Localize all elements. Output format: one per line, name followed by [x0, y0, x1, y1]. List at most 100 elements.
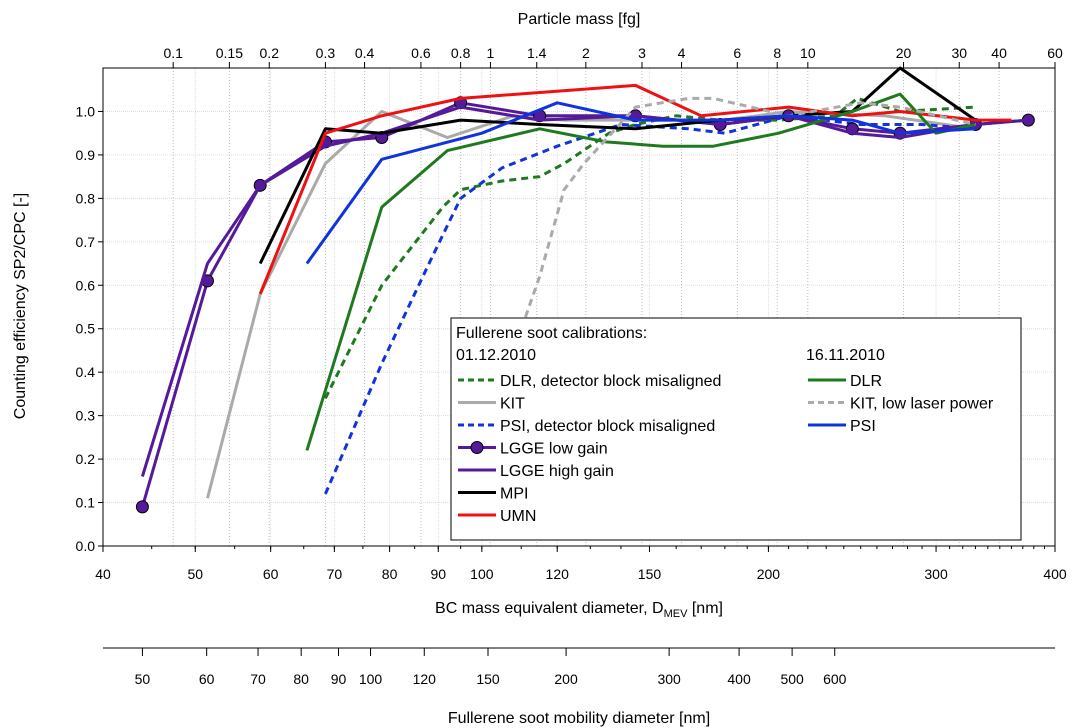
mobility-tick-label: 70: [250, 671, 266, 687]
y-tick-label: 0.0: [76, 538, 96, 554]
y-tick-label: 0.7: [76, 234, 96, 250]
x-axis-title: BC mass equivalent diameter, DMEV [nm]: [435, 600, 723, 620]
top-tick-label: 8: [773, 45, 781, 61]
top-tick-label: 0.15: [216, 45, 243, 61]
legend-item: KIT, low laser power: [808, 396, 994, 413]
mobility-tick-label: 300: [657, 671, 681, 687]
legend-item: LGGE high gain: [458, 463, 614, 480]
top-tick-label: 3: [638, 45, 646, 61]
x-axis-title-main: BC mass equivalent diameter, D: [435, 600, 664, 617]
x-tick-label: 50: [187, 566, 203, 582]
legend-marker: [470, 441, 484, 454]
top-tick-label: 6: [733, 45, 741, 61]
mobility-tick-label: 150: [476, 671, 500, 687]
top-tick-label: 1.4: [527, 45, 547, 61]
legend-item: DLR: [808, 373, 882, 390]
mobility-tick-label: 50: [135, 671, 151, 687]
x-tick-label: 100: [470, 566, 494, 582]
top-tick-label: 0.3: [316, 45, 336, 61]
legend-item: UMN: [458, 508, 536, 525]
mobility-tick-label: 200: [554, 671, 578, 687]
series-line: [324, 114, 976, 495]
x-axis-title-unit: [nm]: [687, 600, 723, 617]
series-line: [480, 96, 976, 443]
legend: Fullerene soot calibrations: 01.12.2010 …: [450, 317, 1022, 541]
top-tick-label: 0.1: [163, 45, 183, 61]
x-tick-label: 150: [638, 566, 662, 582]
y-tick-label: 1.0: [76, 103, 96, 119]
legend-label: UMN: [500, 508, 536, 525]
top-tick-label: 4: [678, 45, 686, 61]
x-tick-label: 70: [327, 566, 343, 582]
legend-label: PSI: [850, 418, 876, 435]
legend-label: LGGE high gain: [500, 463, 614, 480]
plot-frame: [102, 67, 1056, 547]
y-axis-title: Counting efficiency SP2/CPC [-]: [12, 193, 29, 419]
top-tick-label: 40: [991, 45, 1007, 61]
legend-title: Fullerene soot calibrations:: [456, 325, 647, 342]
x-tick-label: 400: [1043, 566, 1067, 582]
top-tick-label: 60: [1047, 45, 1063, 61]
legend-item: PSI: [808, 418, 876, 435]
y-tick-label: 0.1: [76, 495, 96, 511]
legend-box: [450, 317, 1022, 541]
top-tick-label: 0.8: [451, 45, 471, 61]
series-line: [140, 105, 1029, 477]
top-axis-title: Particle mass [fg]: [518, 11, 641, 28]
series: [135, 66, 1035, 514]
mobility-tick-label: 80: [293, 671, 309, 687]
mobility-tick-label: 120: [413, 671, 437, 687]
legend-label: MPI: [500, 486, 528, 503]
y-axis: 0.0 0.1 0.2 0.3 0.4 0.5 0.6 0.7 0.8 0.9 1.0: [76, 103, 103, 554]
x-tick-label: 60: [263, 566, 279, 582]
series-line: [305, 101, 976, 265]
y-tick-label: 0.9: [76, 147, 96, 163]
mobility-tick-label: 100: [359, 671, 383, 687]
y-tick-label: 0.5: [76, 321, 96, 337]
legend-item: MPI: [458, 486, 528, 503]
top-tick-label: 0.6: [411, 45, 431, 61]
y-tick-label: 0.3: [76, 408, 96, 424]
mobility-axis: Fullerene soot mobility diameter [nm] 50…: [103, 647, 1055, 727]
legend-item: PSI, detector block misaligned: [458, 418, 715, 435]
legend-col1-header: 01.12.2010: [456, 347, 536, 364]
top-axis: Particle mass [fg] 0.1 0.15 0.2 0.3 0.4 0.6 0.…: [163, 11, 1063, 68]
mobility-tick-label: 60: [199, 671, 215, 687]
y-tick-label: 0.2: [76, 451, 96, 467]
legend-col2-header: 16.11.2010: [806, 347, 885, 364]
series-point: [135, 500, 149, 514]
legend-label: DLR: [850, 373, 882, 390]
x-axis: 40 50 60 70 80 90 100 120 150 200 300 400: [95, 546, 1067, 582]
legend-label: KIT: [500, 396, 525, 413]
top-tick-label: 20: [896, 45, 912, 61]
top-tick-label: 2: [582, 45, 590, 61]
legend-label: KIT, low laser power: [850, 396, 994, 413]
legend-label: LGGE low gain: [500, 441, 608, 458]
series-line: [258, 83, 1012, 295]
mobility-tick-label: 400: [727, 671, 751, 687]
y-tick-label: 0.4: [76, 364, 96, 380]
top-tick-label: 30: [951, 45, 967, 61]
top-tick-label: 0.2: [260, 45, 280, 61]
mobility-tick-label: 500: [780, 671, 804, 687]
series-line: [258, 66, 977, 265]
y-tick-label: 0.6: [76, 277, 96, 293]
legend-item: DLR, detector block misaligned: [458, 373, 721, 390]
x-tick-label: 40: [95, 566, 111, 582]
top-tick-label: 10: [800, 45, 816, 61]
legend-item: LGGE low gain: [458, 441, 608, 458]
mobility-tick-label: 90: [331, 671, 347, 687]
x-axis-title-sub: MEV: [664, 608, 689, 620]
x-tick-label: 120: [546, 566, 570, 582]
x-tick-label: 200: [757, 566, 781, 582]
mobility-tick-label: 600: [823, 671, 847, 687]
legend-items: DLR, detector block misaligned KIT PSI, de…: [458, 373, 994, 525]
series-line: [305, 92, 976, 451]
legend-item: KIT: [458, 396, 525, 413]
mobility-axis-title: Fullerene soot mobility diameter [nm]: [448, 710, 710, 727]
legend-label: DLR, detector block misaligned: [500, 373, 721, 390]
y-tick-label: 0.8: [76, 190, 96, 206]
x-tick-label: 90: [430, 566, 446, 582]
top-tick-label: 0.4: [355, 45, 375, 61]
